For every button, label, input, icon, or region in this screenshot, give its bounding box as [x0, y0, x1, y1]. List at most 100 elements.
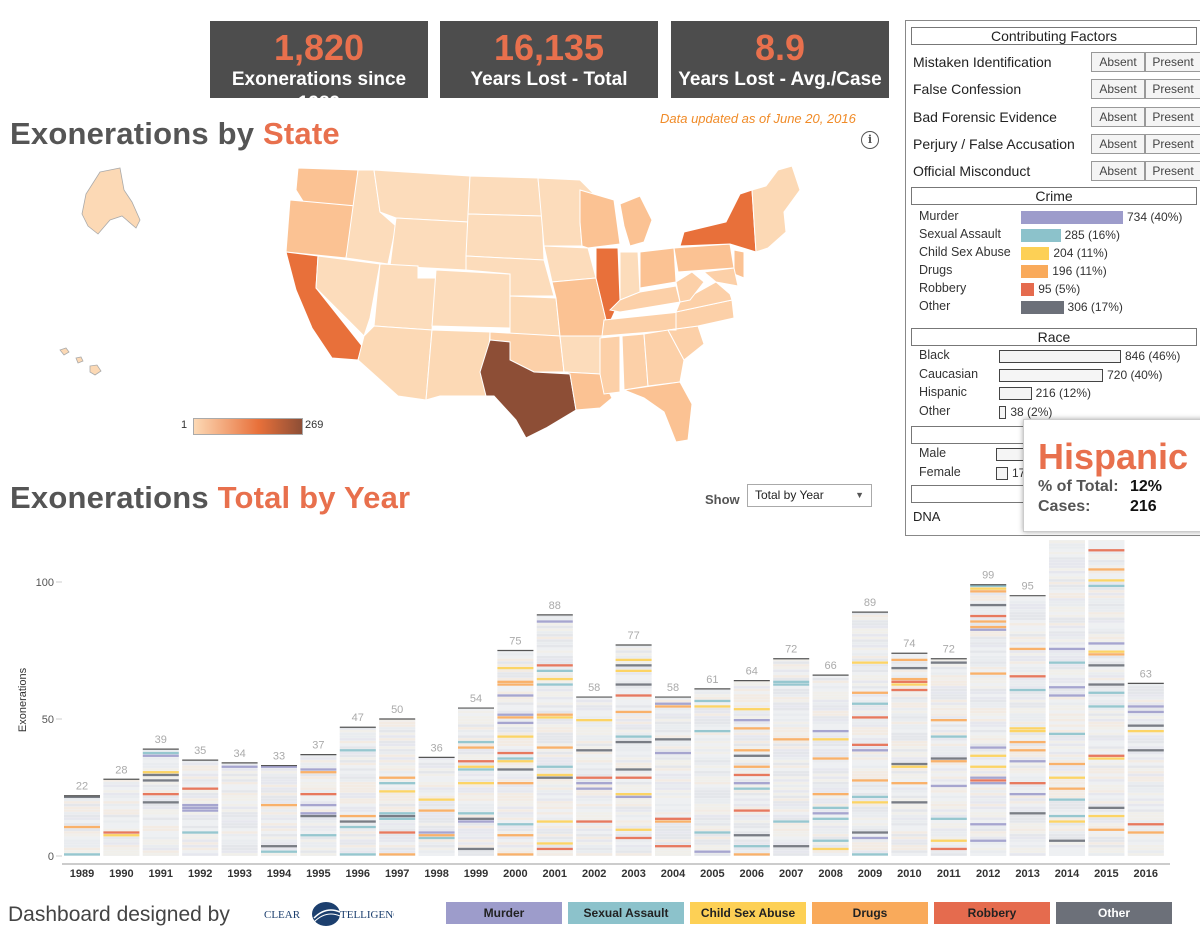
case-stripe — [694, 691, 731, 694]
present-button[interactable]: Present — [1145, 52, 1200, 72]
year-bar-chart[interactable]: 050100150Exonerations2219892819903919913… — [0, 540, 1200, 885]
case-stripe — [300, 776, 337, 779]
absent-button[interactable]: Absent — [1091, 107, 1145, 127]
case-stripe — [576, 825, 613, 829]
legend-item-drugs[interactable]: Drugs — [812, 902, 928, 924]
case-stripe — [1049, 732, 1085, 736]
case-stripe — [64, 823, 100, 826]
case-stripe — [852, 625, 888, 629]
case-stripe — [812, 779, 849, 782]
case-stripe — [733, 719, 770, 722]
case-stripe — [970, 705, 1007, 708]
case-stripe — [1049, 540, 1085, 544]
case-stripe — [891, 836, 928, 840]
absent-button[interactable]: Absent — [1091, 161, 1145, 181]
case-stripe — [497, 740, 534, 744]
case-stripe — [891, 724, 928, 727]
case-stripe — [1049, 697, 1085, 700]
race-row[interactable]: Hispanic 216 (12%) — [919, 385, 1189, 402]
case-stripe — [655, 743, 691, 746]
absent-button[interactable]: Absent — [1091, 79, 1145, 99]
case-stripe — [103, 801, 140, 804]
case-stripe — [615, 713, 652, 716]
crime-row[interactable]: Sexual Assault 285 (16%) — [919, 227, 1189, 244]
show-dropdown[interactable]: Total by Year ▼ — [747, 484, 872, 507]
present-button[interactable]: Present — [1145, 107, 1200, 127]
y-tick-label: 0 — [48, 851, 54, 863]
us-state-map[interactable] — [40, 160, 840, 450]
case-stripe — [1009, 749, 1046, 752]
case-stripe — [497, 847, 534, 851]
case-stripe — [694, 814, 731, 818]
case-stripe — [970, 655, 1007, 659]
case-stripe — [64, 842, 100, 845]
case-stripe — [852, 768, 888, 771]
present-button[interactable]: Present — [1145, 79, 1200, 99]
legend-item-child-sex-abuse[interactable]: Child Sex Abuse — [690, 902, 806, 924]
absent-button[interactable]: Absent — [1091, 52, 1145, 72]
crime-row[interactable]: Murder 734 (40%) — [919, 209, 1189, 226]
case-stripe — [536, 823, 573, 826]
info-icon[interactable]: i — [861, 131, 879, 149]
case-stripe — [536, 738, 573, 741]
case-stripe — [1127, 782, 1164, 785]
case-stripe — [852, 727, 888, 730]
case-stripe — [576, 727, 613, 730]
case-stripe — [182, 828, 219, 831]
legend-item-sexual-assault[interactable]: Sexual Assault — [568, 902, 684, 924]
case-stripe — [891, 694, 928, 697]
case-stripe — [615, 738, 652, 741]
state-north-dakota — [467, 175, 543, 217]
case-stripe — [1049, 568, 1085, 571]
bar-data-label: 22 — [76, 781, 88, 793]
legend-item-other[interactable]: Other — [1056, 902, 1172, 924]
case-stripe — [1127, 697, 1164, 700]
gender-row-male[interactable]: Male — [919, 446, 1029, 463]
crime-row[interactable]: Robbery 95 (5%) — [919, 281, 1189, 298]
case-stripe — [261, 792, 297, 796]
case-stripe — [418, 828, 455, 831]
case-stripe — [576, 814, 613, 818]
case-stripe — [458, 814, 494, 818]
case-stripe — [576, 751, 613, 755]
case-stripe — [655, 760, 691, 763]
x-tick-label: 2013 — [1015, 868, 1039, 880]
case-stripe — [1127, 743, 1164, 746]
case-stripe — [615, 655, 652, 659]
legend-item-robbery[interactable]: Robbery — [934, 902, 1050, 924]
crime-row[interactable]: Child Sex Abuse 204 (11%) — [919, 245, 1189, 262]
case-stripe — [694, 792, 731, 796]
absent-button[interactable]: Absent — [1091, 134, 1145, 154]
case-stripe — [773, 749, 810, 752]
case-stripe — [812, 820, 849, 823]
race-row[interactable]: Black 846 (46%) — [919, 348, 1189, 365]
legend-item-murder[interactable]: Murder — [446, 902, 562, 924]
present-button[interactable]: Present — [1145, 161, 1200, 181]
case-stripe — [1049, 757, 1085, 760]
case-stripe — [1127, 699, 1164, 703]
case-stripe — [300, 801, 337, 804]
case-stripe — [458, 729, 494, 733]
race-row[interactable]: Other 38 (2%) — [919, 404, 1189, 421]
case-stripe — [812, 812, 849, 815]
race-row[interactable]: Caucasian 720 (40%) — [919, 367, 1189, 384]
case-stripe — [261, 782, 297, 785]
dna-label[interactable]: DNA — [913, 509, 941, 524]
case-stripe — [891, 719, 928, 722]
case-stripe — [1088, 825, 1125, 829]
crime-row[interactable]: Other 306 (17%) — [919, 299, 1189, 316]
state-iowa — [543, 245, 597, 283]
race-bar — [999, 368, 1104, 382]
case-stripe — [1127, 825, 1164, 829]
case-stripe — [773, 823, 810, 826]
case-stripe — [970, 661, 1007, 664]
case-stripe — [891, 669, 928, 673]
case-stripe — [1009, 839, 1046, 842]
case-stripe — [970, 587, 1007, 590]
case-stripe — [970, 683, 1007, 686]
present-button[interactable]: Present — [1145, 134, 1200, 154]
case-stripe — [221, 825, 258, 829]
crime-row[interactable]: Drugs 196 (11%) — [919, 263, 1189, 280]
gender-row-female[interactable]: Female 17 — [919, 465, 1029, 482]
case-stripe — [733, 691, 770, 694]
